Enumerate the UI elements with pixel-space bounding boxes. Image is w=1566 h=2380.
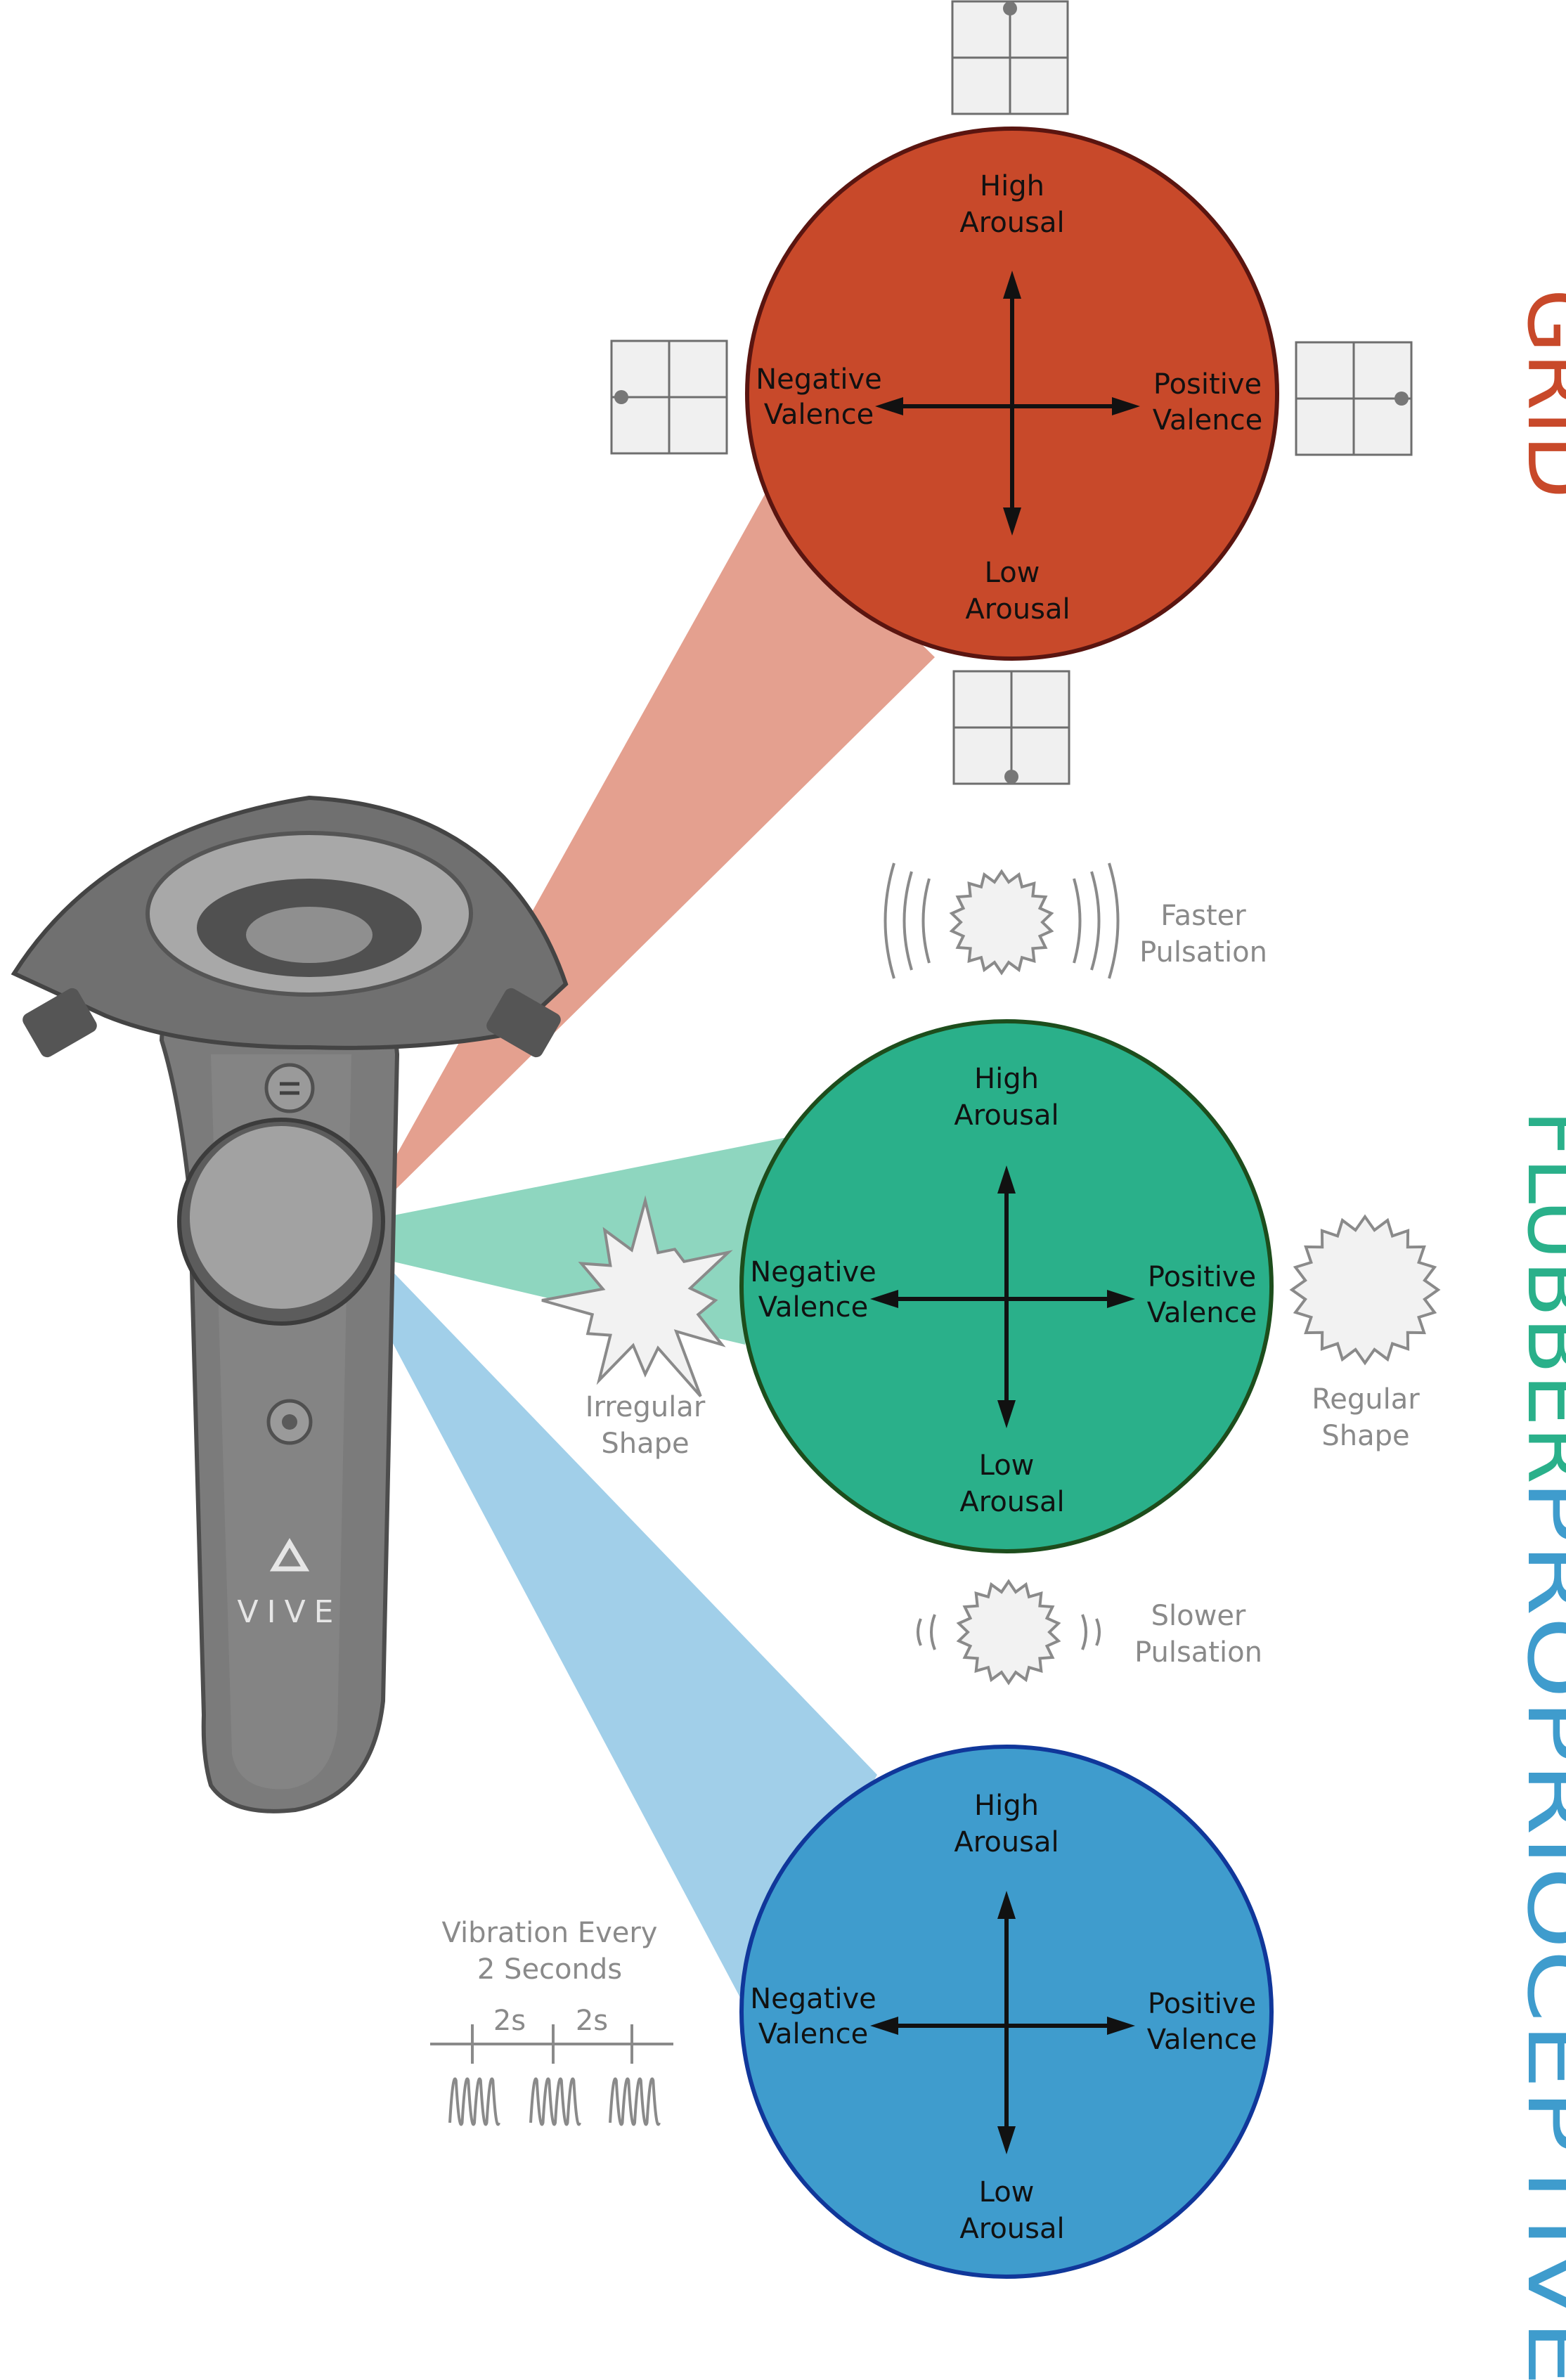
flubber-positive-label-2: Valence: [1147, 1297, 1257, 1329]
system-button-glyph: [282, 1414, 297, 1430]
flubber-high-label-2: Arousal: [954, 1099, 1059, 1132]
grid-low-label-2: Arousal: [965, 593, 1070, 626]
grid-high-label-2: Arousal: [959, 207, 1064, 239]
vibration-caption-2: 2 Seconds: [477, 1953, 622, 1986]
grid-beam: [358, 492, 935, 1223]
grid-mini-right: [1295, 341, 1413, 456]
flubber-arrow-left: [870, 1290, 898, 1308]
grid-mini-top: [951, 0, 1069, 115]
grid-arrow-up: [1003, 271, 1021, 299]
irregular-shape-label-1: Irregular: [585, 1391, 706, 1423]
proprioceptive-negative-label-2: Valence: [758, 2018, 868, 2050]
vibration-wave-3: [609, 2077, 661, 2126]
proprioceptive-arrow-down: [997, 2126, 1016, 2154]
proprioceptive-low-label-1: Low: [979, 2176, 1035, 2208]
flubber-negative-label-1: Negative: [750, 1256, 876, 1288]
grid-positive-label-1: Positive: [1153, 368, 1262, 401]
vibration-caption-1: Vibration Every: [442, 1917, 658, 1949]
flubber-arrow-right: [1107, 1290, 1135, 1308]
grid-circle-group: High Arousal Low Arousal Negative Valenc…: [745, 127, 1279, 661]
grid-arrow-down: [1003, 507, 1021, 536]
proprioceptive-circle-group: High Arousal Low Arousal Negative Valenc…: [739, 1745, 1274, 2279]
faster-pulsation-blob: [949, 869, 1054, 976]
faster-pulsation-label-2: Pulsation: [1139, 936, 1267, 969]
proprioceptive-high-label-2: Arousal: [954, 1826, 1059, 1858]
vive-logo-mark: [269, 1538, 310, 1572]
slower-pulsation-blob: [956, 1579, 1061, 1686]
flubber-negative-label-2: Valence: [758, 1291, 868, 1324]
vive-logo-text: VIVE: [238, 1594, 342, 1630]
sensor-bump-left: [22, 988, 97, 1058]
regular-shape-label-1: Regular: [1312, 1383, 1420, 1416]
proprioceptive-low-label-2: Arousal: [959, 2213, 1064, 2245]
proprioceptive-positive-label-2: Valence: [1147, 2024, 1257, 2056]
grid-negative-label-2: Valence: [764, 399, 874, 431]
regular-shape-blob: [1289, 1214, 1441, 1366]
vibration-wave-2: [529, 2077, 581, 2126]
proprioceptive-negative-label-1: Negative: [750, 1983, 876, 2015]
vibration-interval-1: 2s: [493, 2005, 526, 2037]
flubber-circle-group: High Arousal Low Arousal Negative Valenc…: [739, 1019, 1274, 1553]
proprioceptive-beam: [351, 1262, 877, 2007]
slower-pulsation-waves: [917, 1614, 1101, 1650]
vibration-wave-1: [448, 2077, 500, 2126]
grid-arrow-right: [1112, 397, 1140, 415]
menu-button: [264, 1063, 315, 1113]
flubber-title: FLUBBER: [1509, 1110, 1566, 1485]
irregular-shape-label-2: Shape: [601, 1428, 689, 1460]
proprioceptive-arrow-left: [870, 2017, 898, 2035]
grid-title: GRID: [1509, 288, 1566, 498]
flubber-high-label-1: High: [974, 1063, 1039, 1095]
proprioceptive-arrow-right: [1107, 2017, 1135, 2035]
grid-positive-label-2: Valence: [1153, 404, 1262, 436]
controller-head-core: [246, 907, 373, 963]
slower-pulsation-label-1: Slower: [1151, 1600, 1246, 1632]
grid-negative-label-1: Negative: [756, 363, 882, 396]
flubber-positive-label-1: Positive: [1148, 1261, 1256, 1293]
flubber-arrow-down: [997, 1400, 1016, 1428]
regular-shape-label-2: Shape: [1321, 1420, 1409, 1452]
proprioceptive-arrow-up: [997, 1891, 1016, 1919]
irregular-shape-blob: [541, 1195, 733, 1397]
proprioceptive-title: PROPRIOCEPTIVE: [1509, 1480, 1566, 2380]
vibration-annotation: Vibration Every 2 Seconds 2s 2s: [430, 1917, 673, 2126]
proprioceptive-positive-label-1: Positive: [1148, 1988, 1256, 2020]
flubber-arrow-up: [997, 1165, 1016, 1194]
faster-pulsation-waves: [884, 862, 1120, 979]
grid-mini-left: [610, 339, 728, 455]
trackpad: [190, 1126, 373, 1309]
faster-pulsation-label-1: Faster: [1160, 900, 1246, 932]
flubber-low-label-1: Low: [979, 1449, 1035, 1482]
flubber-low-label-2: Arousal: [959, 1486, 1064, 1518]
grid-low-label-1: Low: [985, 557, 1040, 589]
sensor-bump-right: [486, 988, 561, 1058]
grid-mini-bottom: [952, 670, 1070, 785]
slower-pulsation-label-2: Pulsation: [1134, 1636, 1262, 1669]
grid-arrow-left: [875, 397, 903, 415]
vive-controller: VIVE: [11, 795, 569, 1813]
grid-high-label-1: High: [980, 170, 1044, 202]
vibration-interval-2: 2s: [576, 2005, 608, 2037]
proprioceptive-high-label-1: High: [974, 1790, 1039, 1822]
